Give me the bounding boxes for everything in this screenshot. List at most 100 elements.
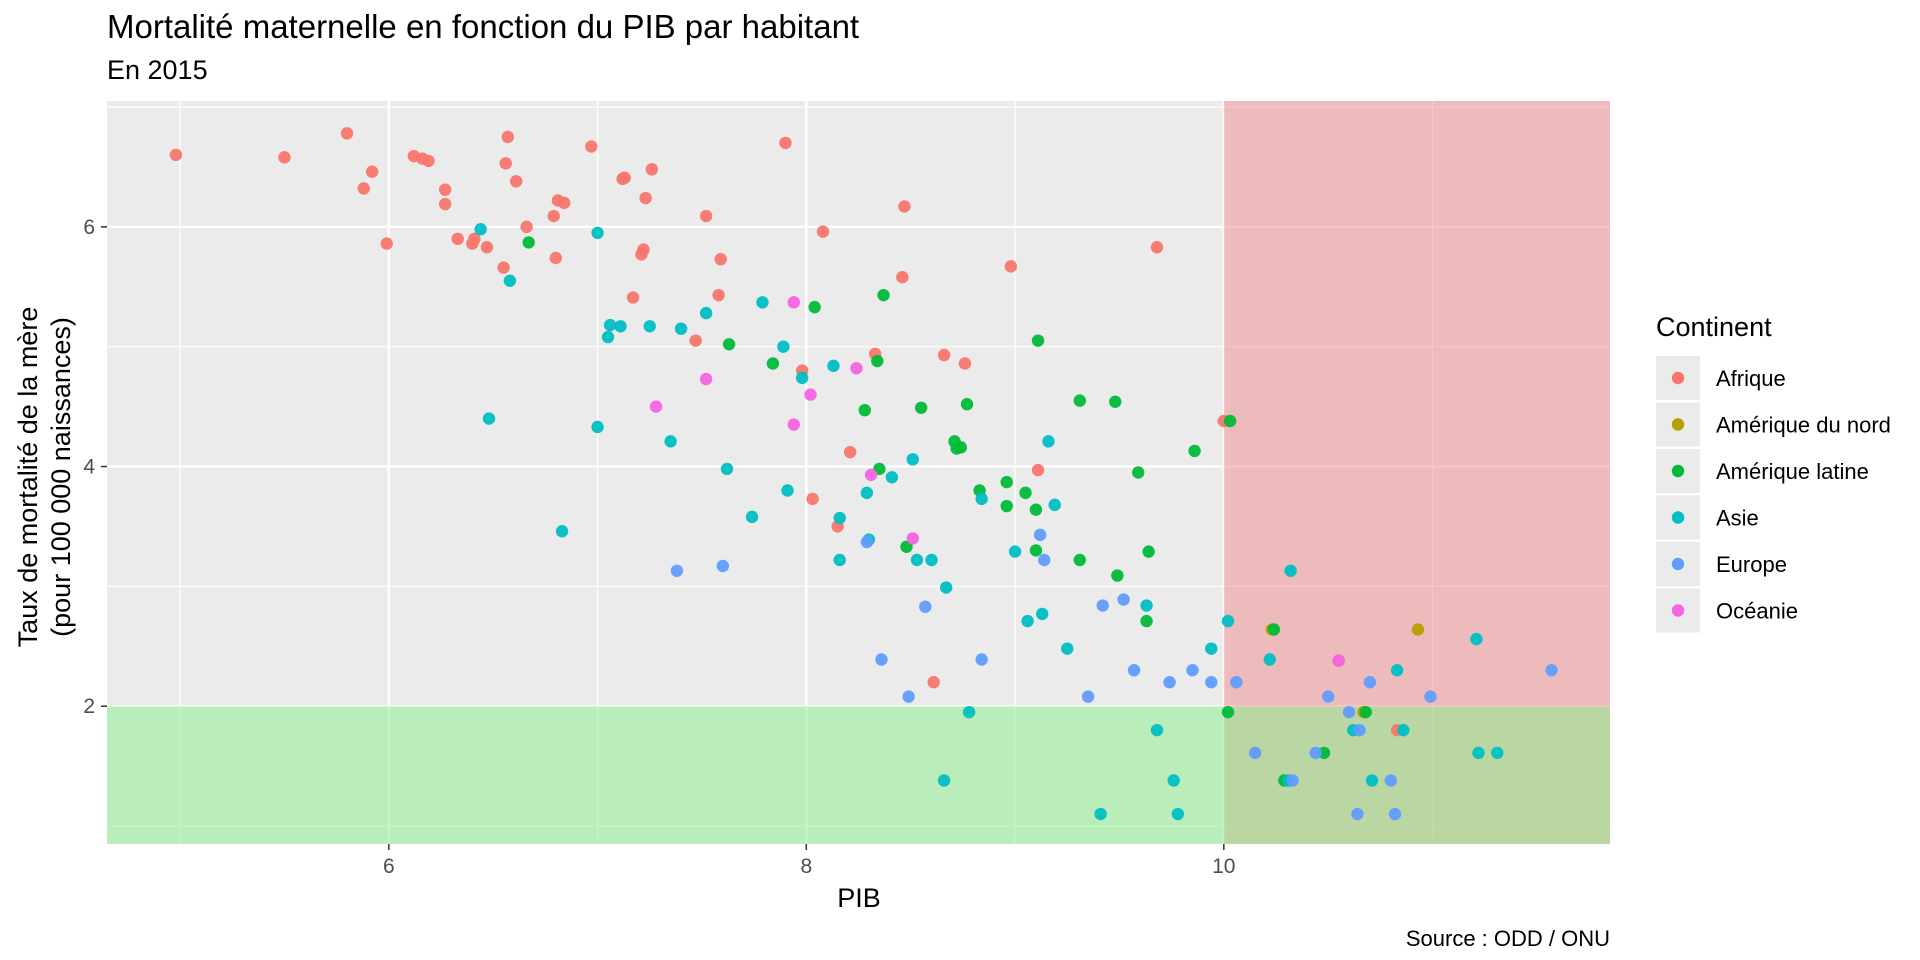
data-point	[278, 151, 291, 164]
data-point	[954, 441, 967, 454]
legend-entry: Amérique latine	[1656, 449, 1869, 493]
data-point	[827, 359, 840, 373]
data-point	[787, 418, 800, 431]
data-point	[720, 462, 734, 476]
data-point	[1000, 499, 1013, 513]
legend-entry: Océanie	[1656, 588, 1798, 633]
data-point	[639, 191, 652, 205]
data-point	[795, 371, 809, 385]
data-point	[1545, 664, 1558, 677]
legend-key-marker	[1671, 557, 1685, 571]
data-point	[1163, 676, 1176, 689]
data-point	[438, 197, 452, 211]
data-point	[1004, 260, 1018, 273]
data-point	[1321, 690, 1335, 703]
data-point	[808, 300, 821, 314]
legend-title: Continent	[1656, 312, 1772, 342]
data-point	[906, 453, 919, 466]
legend-key-marker	[1671, 511, 1685, 524]
data-point	[1111, 569, 1124, 582]
data-point	[699, 306, 713, 320]
x-tick-label: 6	[383, 855, 395, 878]
x-tick-label: 8	[800, 855, 812, 878]
data-point	[816, 225, 830, 238]
data-point	[1359, 705, 1372, 719]
data-points	[169, 127, 1558, 821]
data-point	[1021, 614, 1034, 628]
data-point	[939, 581, 953, 594]
data-point	[699, 372, 713, 386]
data-point	[1332, 654, 1345, 667]
data-point	[850, 362, 863, 375]
data-point	[1109, 395, 1122, 408]
legend-entry: Asie	[1656, 495, 1759, 540]
data-point	[1388, 807, 1402, 821]
data-point	[603, 318, 617, 332]
data-point	[960, 397, 974, 411]
data-point	[503, 274, 517, 287]
data-point	[1491, 746, 1504, 760]
data-point	[902, 690, 915, 703]
data-point	[745, 510, 759, 524]
data-point	[474, 223, 487, 236]
data-point	[1351, 807, 1364, 821]
data-point	[670, 564, 684, 577]
data-point	[1140, 599, 1153, 612]
data-point	[1221, 705, 1235, 719]
data-point	[1096, 599, 1109, 612]
data-point	[1150, 723, 1164, 737]
data-point	[1248, 746, 1262, 760]
data-point	[1042, 435, 1055, 448]
data-point	[522, 236, 535, 249]
data-point	[1363, 676, 1377, 689]
legend-key-marker	[1671, 464, 1685, 478]
data-point	[975, 492, 988, 506]
data-point	[585, 140, 598, 153]
data-point	[937, 348, 951, 362]
y-axis-title: Taux de mortalité de la mère (pour 100 0…	[13, 307, 76, 648]
data-point	[438, 183, 452, 196]
legend-label: Amérique du nord	[1716, 413, 1891, 438]
data-point	[357, 182, 370, 195]
data-point	[1031, 463, 1045, 477]
data-point	[722, 338, 736, 351]
data-point	[637, 243, 650, 256]
data-point	[468, 232, 481, 246]
data-point	[1094, 807, 1107, 821]
data-point	[779, 136, 792, 150]
data-point	[1411, 623, 1425, 636]
data-point	[1342, 705, 1356, 719]
x-tick-label: 10	[1212, 855, 1235, 878]
data-point	[1167, 774, 1180, 787]
legend-label: Afrique	[1716, 366, 1786, 391]
data-point	[833, 511, 846, 525]
data-point	[806, 492, 819, 506]
legend-entry: Afrique	[1656, 356, 1786, 400]
data-point	[1029, 503, 1043, 516]
data-point	[618, 171, 631, 184]
chart-subtitle: En 2015	[107, 55, 208, 85]
data-point	[1140, 614, 1153, 628]
data-point	[1132, 466, 1145, 479]
chart-title: Mortalité maternelle en fonction du PIB …	[107, 8, 859, 45]
data-point	[169, 148, 183, 162]
legend-key-marker	[1671, 604, 1685, 617]
y-tick-label: 4	[83, 456, 95, 479]
data-point	[1309, 746, 1322, 760]
data-point	[1038, 553, 1051, 567]
legend: Continent Afrique Amérique du nord Amériqu…	[1656, 312, 1891, 633]
data-point	[1031, 334, 1045, 347]
data-point	[614, 320, 627, 333]
data-point	[547, 209, 560, 223]
data-point	[1263, 653, 1276, 666]
data-point	[1127, 664, 1141, 677]
data-point	[1286, 774, 1299, 787]
legend-entry: Europe	[1656, 542, 1787, 586]
data-point	[716, 559, 730, 573]
data-point	[877, 288, 890, 302]
y-axis-title-line2: (pour 100 000 naissances)	[46, 317, 76, 637]
data-point	[1397, 723, 1410, 737]
data-point	[340, 127, 354, 140]
data-point	[787, 296, 800, 309]
data-point	[451, 232, 464, 246]
